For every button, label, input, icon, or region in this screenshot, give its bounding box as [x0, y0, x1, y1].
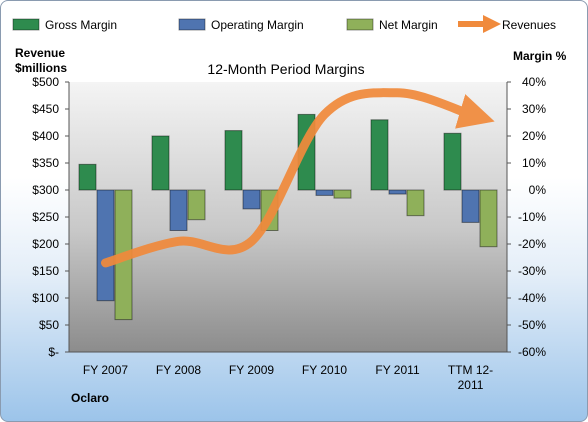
y-axis-left: $- $50 $100 $150 $200 $250 $300 $350 $400 $450 $50… — [32, 75, 70, 359]
y-axis-left-label: Revenue — [15, 46, 65, 60]
y-right-tick-label: -60% — [518, 345, 546, 359]
x-tick-label: FY 2010 — [302, 363, 347, 377]
revenue-line — [101, 88, 495, 268]
bar-operating-margin — [315, 189, 334, 196]
bar-operating-margin — [242, 189, 261, 210]
bar-operating-margin — [461, 189, 480, 223]
x-tick-label: FY 2011 — [375, 363, 420, 377]
legend: Gross Margin Operating Margin Net Margin Re… — [12, 15, 556, 33]
x-axis: FY 2007 FY 2008 FY 2009 FY 2010 FY 2011 TTM 1… — [69, 351, 507, 392]
y-right-tick-label: -20% — [518, 237, 546, 251]
bar-operating-margin — [388, 189, 407, 195]
y-left-tick-label: $- — [48, 345, 59, 359]
x-tick-label: FY 2009 — [229, 363, 274, 377]
x-tick-label-line2: 2011 — [458, 378, 484, 392]
y-right-tick-label: 30% — [522, 102, 546, 116]
bar-net-margin — [333, 189, 352, 199]
y-left-tick-label: $100 — [32, 291, 59, 305]
bar-operating-margin — [169, 189, 188, 231]
y-right-tick-label: 20% — [522, 129, 546, 143]
revenue-series — [101, 88, 495, 268]
y-right-tick-label: -30% — [518, 264, 546, 278]
legend-label: Operating Margin — [211, 18, 304, 32]
y-left-tick-label: $350 — [32, 156, 59, 170]
y-left-tick-label: $200 — [32, 237, 59, 251]
legend-label: Net Margin — [379, 18, 438, 32]
y-right-tick-label: -10% — [518, 210, 546, 224]
y-right-tick-label: 40% — [522, 75, 546, 89]
x-tick-label: TTM 12- — [448, 363, 493, 377]
y-left-tick-label: $250 — [32, 210, 59, 224]
bar-gross-margin — [151, 135, 170, 191]
bar-operating-margin — [96, 189, 115, 302]
bar-net-margin — [479, 189, 498, 248]
company-name: Oclaro — [71, 391, 109, 405]
y-left-tick-label: $50 — [39, 318, 59, 332]
y-axis-right-label: Margin % — [513, 49, 567, 63]
y-left-tick-label: $400 — [32, 129, 59, 143]
y-left-tick-label: $300 — [32, 183, 59, 197]
x-tick-label: FY 2008 — [156, 363, 201, 377]
y-right-tick-label: 10% — [522, 156, 546, 170]
legend-label: Gross Margin — [45, 18, 117, 32]
plot-area — [69, 82, 507, 352]
y-axis-left-unit: $millions — [15, 61, 67, 75]
bar-series — [78, 113, 498, 321]
bar-gross-margin — [443, 132, 462, 191]
bar-gross-margin — [78, 163, 97, 191]
chart-title: 12-Month Period Margins — [207, 61, 364, 77]
legend-swatch-operating-margin — [178, 18, 206, 31]
legend-swatch-gross-margin — [12, 18, 40, 31]
y-right-tick-label: 0% — [529, 183, 547, 197]
bar-net-margin — [187, 189, 206, 221]
bar-gross-margin — [370, 119, 389, 191]
y-left-tick-label: $500 — [32, 75, 59, 89]
legend-swatch-net-margin — [346, 18, 374, 31]
x-tick-label: FY 2007 — [83, 363, 128, 377]
y-left-tick-label: $150 — [32, 264, 59, 278]
bar-gross-margin — [224, 130, 243, 191]
y-axis-right: -60% -50% -40% -30% -20% -10% 0% 10% 20% 30% 40% — [506, 75, 547, 359]
legend-label: Revenues — [502, 18, 556, 32]
y-right-tick-label: -50% — [518, 318, 546, 332]
bar-net-margin — [406, 189, 425, 217]
y-left-tick-label: $450 — [32, 102, 59, 116]
y-right-tick-label: -40% — [518, 291, 546, 305]
